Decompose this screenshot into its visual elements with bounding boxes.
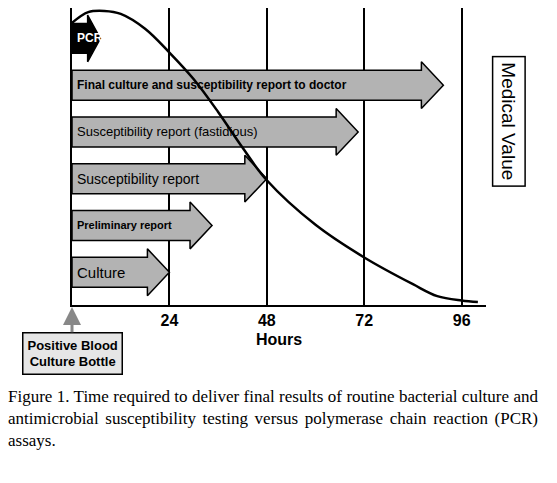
svg-text:Final culture and susceptibili: Final culture and susceptibility report … xyxy=(77,78,347,92)
svg-text:24: 24 xyxy=(161,312,179,329)
svg-text:Susceptibility report (fastidi: Susceptibility report (fastidious) xyxy=(77,124,258,139)
svg-text:Medical Value: Medical Value xyxy=(498,62,519,180)
svg-text:Culture: Culture xyxy=(77,264,125,281)
svg-text:96: 96 xyxy=(453,312,471,329)
svg-text:48: 48 xyxy=(258,312,276,329)
svg-text:Susceptibility report: Susceptibility report xyxy=(77,171,199,187)
html-text:Figure 1. Time required to del: Figure 1. Time required to deliver final… xyxy=(8,387,538,450)
svg-text:Preliminary report: Preliminary report xyxy=(77,219,172,231)
svg-text:72: 72 xyxy=(355,312,373,329)
svg-text:PCR: PCR xyxy=(77,31,103,45)
svg-text:Positive BloodCulture Bottle: Positive BloodCulture Bottle xyxy=(28,338,118,370)
svg-text:Hours: Hours xyxy=(256,331,302,348)
